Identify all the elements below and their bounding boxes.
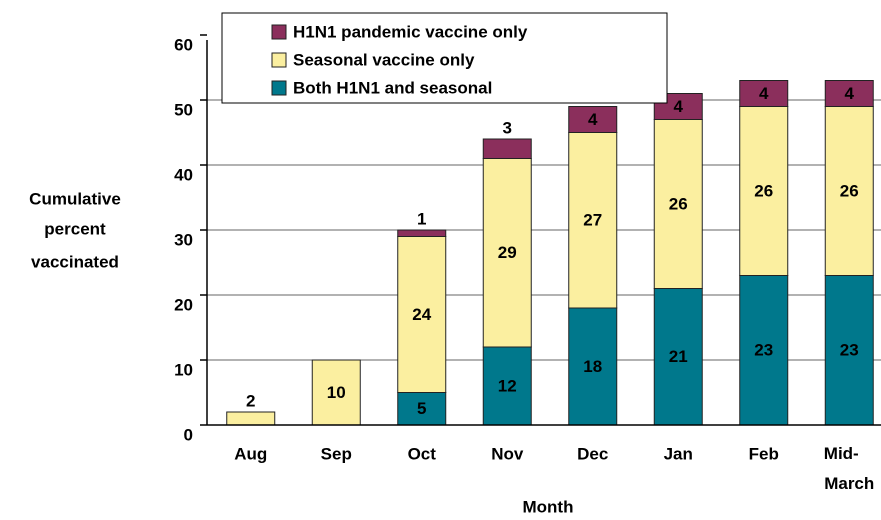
x-tick-label: Dec [577,444,608,463]
value-label: 26 [669,194,688,213]
value-label: 3 [503,118,512,137]
x-axis-title: Month [523,497,574,516]
value-label: 27 [583,211,602,230]
x-tick-label: Jan [664,444,693,463]
x-tick-line: Mid- [824,444,859,463]
value-label: 23 [840,341,859,360]
y-axis-title: percent [44,219,106,238]
y-tick-label: 40 [174,165,193,184]
bar-segment [739,275,789,426]
bar-segment [482,138,532,159]
x-tick-label: Feb [749,444,779,463]
x-tick-label: Nov [491,444,524,463]
legend-swatch [271,80,287,96]
value-label: 5 [417,399,426,418]
x-tick-label: Mid- March [824,444,875,493]
value-label: 1 [417,209,426,228]
legend-label: H1N1 pandemic vaccine only [293,22,528,41]
legend-label: Seasonal vaccine only [293,50,475,69]
y-tick-label: 50 [174,100,193,119]
value-label: 4 [759,84,769,103]
y-tick-label: 0 [184,425,193,444]
bar-segment [824,106,874,276]
y-tick-label: 20 [174,295,193,314]
legend-swatch [271,52,287,68]
bar-segment [739,106,789,276]
legend-box [221,12,668,104]
y-tick-label: 10 [174,360,193,379]
bar-segment [568,106,618,133]
y-axis-title: vaccinated [31,252,119,271]
bar-segment [568,132,618,309]
value-label: 23 [754,341,773,360]
bar-segment [824,80,874,107]
value-label: 4 [674,97,684,116]
x-tick-label: Sep [321,444,352,463]
legend-swatch [271,24,287,40]
value-label: 10 [327,383,346,402]
y-tick-label: 60 [174,35,193,54]
bar-segment [482,158,532,348]
y-axis-title: Cumulative [29,189,121,208]
bar-segment [311,359,361,426]
value-label: 18 [583,357,602,376]
value-label: 24 [412,305,431,324]
x-tick-line: March [824,474,874,493]
legend-label: Both H1N1 and seasonal [293,78,492,97]
bar-segment [397,229,447,237]
y-tick-label: 30 [174,230,193,249]
x-tick-label: Oct [408,444,437,463]
value-label: 4 [588,110,598,129]
value-label: 2 [246,391,255,410]
value-label: 12 [498,376,517,395]
value-label: 21 [669,347,688,366]
x-tick-label: Aug [234,444,267,463]
bar-segment [739,80,789,107]
value-label: 26 [840,181,859,200]
value-label: 4 [845,84,855,103]
value-label: 29 [498,243,517,262]
value-label: 26 [754,181,773,200]
bar-segment [653,119,703,289]
bar-segment [226,411,276,426]
